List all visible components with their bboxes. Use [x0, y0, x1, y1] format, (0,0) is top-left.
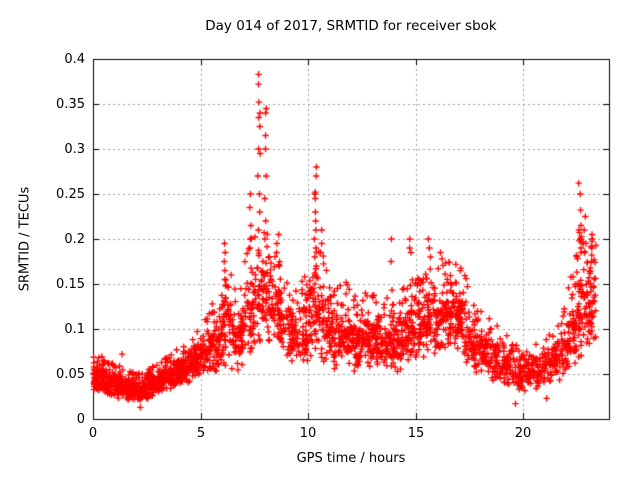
x-tick-label: 10	[299, 426, 317, 441]
y-tick-label: 0.3	[64, 142, 85, 157]
x-tick-label: 5	[196, 426, 206, 441]
chart-title: Day 014 of 2017, SRMTID for receiver sbo…	[205, 18, 497, 34]
x-tick-label: 15	[407, 426, 425, 441]
y-tick-label: 0.05	[56, 367, 85, 382]
y-tick-label: 0.1	[64, 322, 85, 337]
x-axis-label: GPS time / hours	[296, 451, 406, 466]
y-tick-label: 0.35	[56, 97, 85, 112]
y-tick-label: 0	[76, 412, 85, 427]
y-tick-label: 0.2	[64, 232, 85, 247]
y-tick-label: 0.15	[56, 277, 85, 292]
x-tick-label: 0	[88, 426, 98, 441]
x-tick-label: 20	[514, 426, 532, 441]
y-tick-label: 0.25	[56, 187, 85, 202]
y-tick-label: 0.4	[64, 52, 85, 67]
